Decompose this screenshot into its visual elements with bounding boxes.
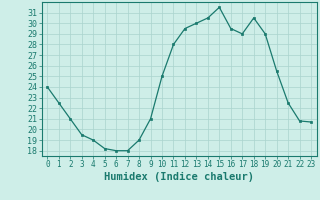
X-axis label: Humidex (Indice chaleur): Humidex (Indice chaleur) [104,172,254,182]
